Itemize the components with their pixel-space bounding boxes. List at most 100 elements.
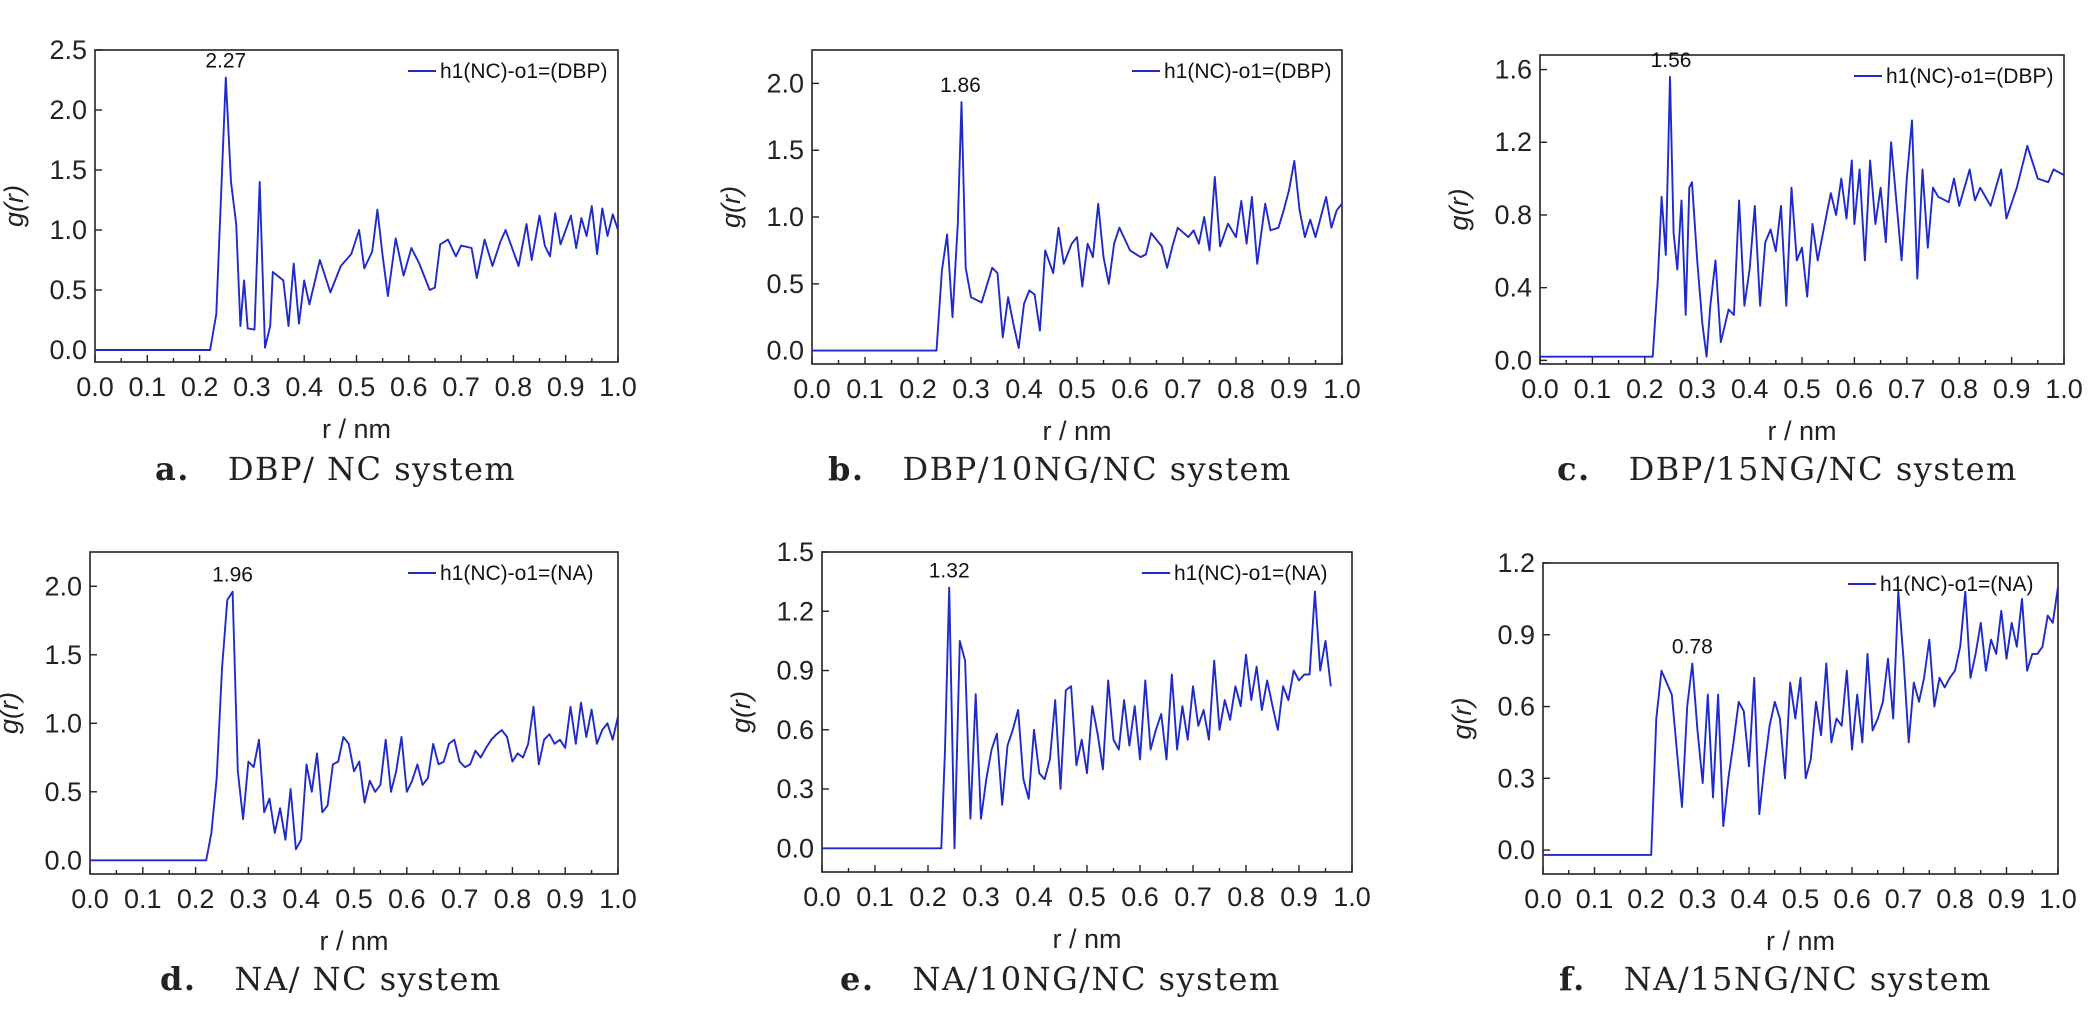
y-tick-label: 0.6 [1497, 692, 1535, 722]
y-tick-label: 0.6 [776, 715, 814, 745]
y-tick-label: 0.4 [1494, 273, 1532, 303]
y-tick-label: 0.9 [1497, 620, 1535, 650]
y-tick-label: 0.0 [776, 833, 814, 863]
x-tick-label: 0.9 [1988, 884, 2026, 914]
y-tick-label: 0.0 [49, 335, 87, 365]
x-tick-label: 0.8 [1940, 374, 1978, 404]
series-line [822, 586, 1332, 850]
x-tick-label: 1.0 [2045, 374, 2083, 404]
x-tick-label: 0.9 [1270, 374, 1308, 404]
x-tick-label: 1.0 [1323, 374, 1361, 404]
x-tick-label: 0.8 [1217, 374, 1255, 404]
series-line [90, 590, 619, 862]
x-tick-label: 0.2 [909, 882, 947, 912]
caption-letter: f. [1559, 960, 1586, 998]
x-tick-label: 1.0 [2039, 884, 2077, 914]
x-tick-label: 0.1 [1576, 884, 1614, 914]
series-line [812, 101, 1343, 352]
x-axis-label: r / nm [319, 926, 388, 956]
x-axis-label: r / nm [1767, 416, 1836, 446]
x-tick-label: 0.7 [441, 884, 479, 914]
plot-frame [89, 551, 619, 875]
x-tick-label: 0.8 [1936, 884, 1974, 914]
x-tick-label: 0.3 [952, 374, 990, 404]
x-tick-label: 0.3 [230, 884, 268, 914]
y-tick-label: 1.5 [49, 155, 87, 185]
x-axis-label: r / nm [1042, 416, 1111, 446]
caption-text: DBP/15NG/NC system [1629, 450, 2018, 488]
y-tick-label: 1.2 [776, 596, 814, 626]
caption-letter: c. [1557, 450, 1591, 488]
caption-letter: d. [160, 960, 197, 998]
panel-caption: d. NA/ NC system [160, 960, 502, 998]
y-axis-label: g(r) [1447, 698, 1477, 740]
y-tick-label: 2.0 [44, 571, 82, 601]
series-line [1543, 586, 2059, 856]
y-tick-label: 0.9 [776, 656, 814, 686]
y-tick-label: 0.0 [44, 845, 82, 875]
x-tick-label: 0.2 [177, 884, 215, 914]
y-axis-label: g(r) [0, 692, 24, 734]
x-tick-label: 0.2 [1626, 374, 1664, 404]
legend-label: h1(NC)-o1=(NA) [440, 562, 593, 585]
chart-panel-c: 0.0 0.1 0.2 0.3 0.4 0.5 0.6 0.7 0.8 0.9 1.0 0.0 0.4 0… [1444, 49, 2083, 488]
caption-letter: e. [840, 960, 875, 998]
series-line [95, 76, 619, 351]
x-tick-label: 0.6 [1833, 884, 1871, 914]
x-tick-label: 1.0 [599, 884, 637, 914]
y-tick-label: 1.2 [1497, 548, 1535, 578]
peak-value-label: 1.56 [1651, 49, 1692, 72]
chart-panel-b: 0.0 0.1 0.2 0.3 0.4 0.5 0.6 0.7 0.8 0.9 1.0 0.0 0.5 1… [716, 49, 1361, 488]
legend-label: h1(NC)-o1=(NA) [1174, 562, 1327, 585]
panel-caption: b. DBP/10NG/NC system [828, 450, 1292, 488]
x-tick-label: 0.5 [335, 884, 373, 914]
x-tick-label: 0.4 [1015, 882, 1053, 912]
legend-label: h1(NC)-o1=(DBP) [1886, 65, 2053, 88]
x-tick-label: 1.0 [1333, 882, 1371, 912]
peak-value-label: 2.27 [205, 50, 246, 73]
x-tick-label: 0.6 [1111, 374, 1149, 404]
y-tick-label: 0.0 [1497, 835, 1535, 865]
y-tick-label: 0.8 [1494, 200, 1532, 230]
y-tick-label: 2.0 [766, 68, 804, 98]
x-tick-label: 0.4 [285, 372, 323, 402]
x-tick-label: 0.5 [1068, 882, 1106, 912]
x-axis-label: r / nm [1052, 924, 1121, 954]
x-tick-label: 0.4 [1730, 884, 1768, 914]
y-tick-label: 1.0 [44, 708, 82, 738]
y-axis-label: g(r) [0, 185, 29, 227]
panel-caption: f. NA/15NG/NC system [1559, 960, 1992, 998]
x-tick-label: 0.3 [1679, 884, 1717, 914]
y-tick-label: 0.5 [49, 275, 87, 305]
y-tick-label: 1.2 [1494, 127, 1532, 157]
panel-caption: e. NA/10NG/NC system [840, 960, 1281, 998]
caption-letter: a. [155, 450, 190, 488]
x-tick-label: 0.1 [846, 374, 884, 404]
x-tick-label: 1.0 [599, 372, 637, 402]
peak-value-label: 1.86 [940, 74, 981, 97]
x-tick-label: 0.2 [1627, 884, 1665, 914]
x-tick-label: 0.4 [1731, 374, 1769, 404]
x-tick-label: 0.9 [547, 372, 585, 402]
x-tick-label: 0.7 [1164, 374, 1202, 404]
x-tick-label: 0.0 [76, 372, 114, 402]
chart-panel-a: 0.0 0.1 0.2 0.3 0.4 0.5 0.6 0.7 0.8 0.9 1.0 0.0 0.5 1… [0, 35, 637, 488]
y-tick-label: 1.5 [766, 135, 804, 165]
x-tick-label: 0.3 [233, 372, 271, 402]
x-tick-label: 0.9 [1993, 374, 2031, 404]
plot-frame [1539, 54, 2065, 365]
caption-text: DBP/10NG/NC system [903, 450, 1292, 488]
caption-text: DBP/ NC system [228, 450, 516, 488]
x-tick-label: 0.0 [803, 882, 841, 912]
plot-frame [811, 49, 1343, 365]
x-tick-label: 0.9 [1280, 882, 1318, 912]
x-tick-label: 0.0 [793, 374, 831, 404]
x-tick-label: 0.4 [1005, 374, 1043, 404]
x-tick-label: 0.1 [124, 884, 162, 914]
y-tick-label: 1.0 [766, 202, 804, 232]
y-tick-label: 0.3 [1497, 763, 1535, 793]
y-tick-label: 2.5 [49, 35, 87, 65]
x-tick-label: 0.6 [388, 884, 426, 914]
y-axis-label: g(r) [1444, 189, 1474, 231]
